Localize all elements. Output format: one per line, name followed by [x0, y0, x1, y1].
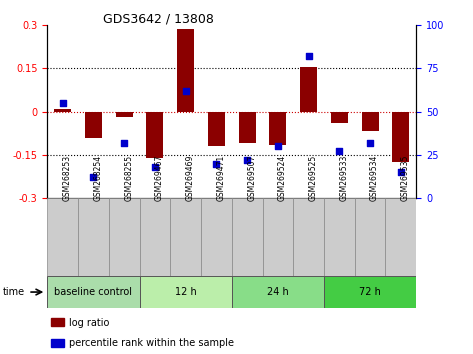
Bar — [85, 112, 102, 137]
Bar — [232, 276, 324, 308]
Point — [213, 161, 220, 166]
Bar — [51, 318, 64, 326]
Text: GSM269525: GSM269525 — [308, 155, 318, 201]
Text: log ratio: log ratio — [70, 318, 110, 328]
Bar — [208, 112, 225, 146]
Text: 24 h: 24 h — [267, 287, 289, 297]
Point — [366, 140, 374, 145]
Point — [120, 140, 128, 145]
Bar — [355, 198, 385, 276]
Bar — [47, 198, 78, 276]
Text: GSM269469: GSM269469 — [185, 155, 195, 201]
Point — [151, 164, 159, 170]
Text: GSM268253: GSM268253 — [62, 155, 72, 201]
Bar — [232, 198, 263, 276]
Text: GSM268254: GSM268254 — [94, 155, 103, 201]
Text: GSM269471: GSM269471 — [217, 155, 226, 201]
Bar — [51, 339, 64, 347]
Bar — [147, 112, 163, 158]
Point — [59, 100, 66, 105]
Text: GSM269467: GSM269467 — [155, 155, 164, 201]
Point — [336, 149, 343, 154]
Bar — [116, 112, 132, 117]
Bar — [140, 198, 170, 276]
Bar — [54, 109, 71, 112]
Text: percentile rank within the sample: percentile rank within the sample — [70, 338, 235, 348]
Bar — [393, 112, 409, 162]
Point — [243, 157, 251, 163]
Bar — [331, 112, 348, 123]
Bar — [293, 198, 324, 276]
Text: GSM269524: GSM269524 — [278, 155, 287, 201]
Bar — [239, 112, 255, 143]
Bar — [300, 67, 317, 112]
Bar — [324, 276, 416, 308]
Point — [305, 53, 312, 59]
Bar — [270, 112, 286, 145]
Text: GSM268255: GSM268255 — [124, 155, 133, 201]
Bar — [385, 198, 416, 276]
Text: time: time — [2, 287, 25, 297]
Text: GSM269534: GSM269534 — [370, 155, 379, 201]
Text: GSM269507: GSM269507 — [247, 155, 256, 201]
Bar — [362, 112, 378, 131]
Bar — [170, 198, 201, 276]
Bar — [140, 276, 232, 308]
Point — [182, 88, 189, 93]
Text: GSM269533: GSM269533 — [340, 155, 349, 201]
Point — [397, 170, 405, 175]
Bar — [78, 198, 109, 276]
Bar — [47, 276, 140, 308]
Bar — [263, 198, 293, 276]
Text: GDS3642 / 13808: GDS3642 / 13808 — [103, 12, 213, 25]
Bar — [177, 29, 194, 112]
Text: baseline control: baseline control — [54, 287, 132, 297]
Text: 72 h: 72 h — [359, 287, 381, 297]
Point — [274, 143, 282, 149]
Bar — [201, 198, 232, 276]
Point — [90, 175, 97, 180]
Text: GSM269535: GSM269535 — [401, 155, 410, 201]
Bar — [109, 198, 140, 276]
Bar — [324, 198, 355, 276]
Text: 12 h: 12 h — [175, 287, 196, 297]
